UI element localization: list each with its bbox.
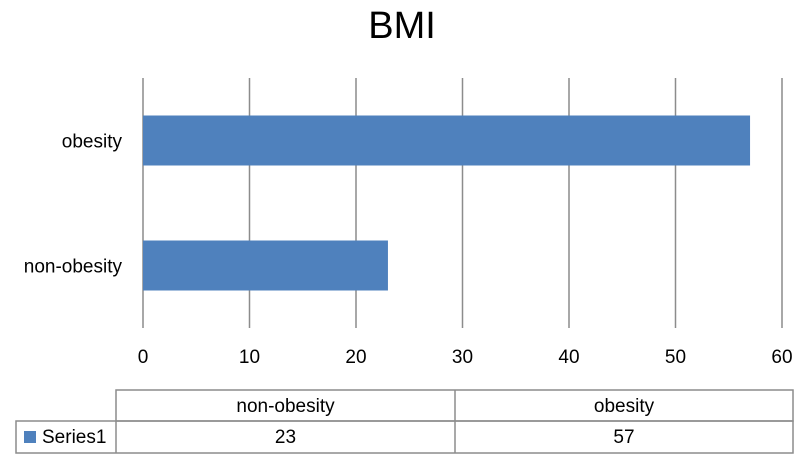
table-value-cell: 57 bbox=[613, 427, 634, 448]
x-tick-label: 20 bbox=[345, 347, 366, 368]
x-tick-label: 30 bbox=[452, 347, 473, 368]
data-table: non-obesity obesity Series1 23 57 bbox=[15, 389, 794, 454]
x-tick-labels: 0 10 20 30 40 50 60 bbox=[138, 347, 793, 368]
x-tick-label: 40 bbox=[558, 347, 579, 368]
x-tick-label: 50 bbox=[665, 347, 686, 368]
bars bbox=[143, 115, 751, 291]
table-data-row bbox=[15, 420, 794, 454]
category-labels: non-obesity obesity bbox=[24, 132, 123, 278]
x-tick-label: 10 bbox=[239, 347, 260, 368]
category-label: obesity bbox=[62, 132, 123, 153]
x-tick-label: 0 bbox=[138, 347, 149, 368]
category-label: non-obesity bbox=[24, 257, 123, 278]
table-series-name: Series1 bbox=[42, 427, 106, 448]
chart-title: BMI bbox=[368, 5, 436, 47]
table-value-cell: 23 bbox=[275, 427, 296, 448]
bar-obesity bbox=[143, 115, 751, 166]
table-header-cell: non-obesity bbox=[236, 396, 335, 417]
legend-key-swatch bbox=[24, 431, 36, 443]
bar-non-obesity bbox=[143, 240, 388, 291]
table-header-cell: obesity bbox=[594, 396, 655, 417]
x-tick-label: 60 bbox=[771, 347, 792, 368]
